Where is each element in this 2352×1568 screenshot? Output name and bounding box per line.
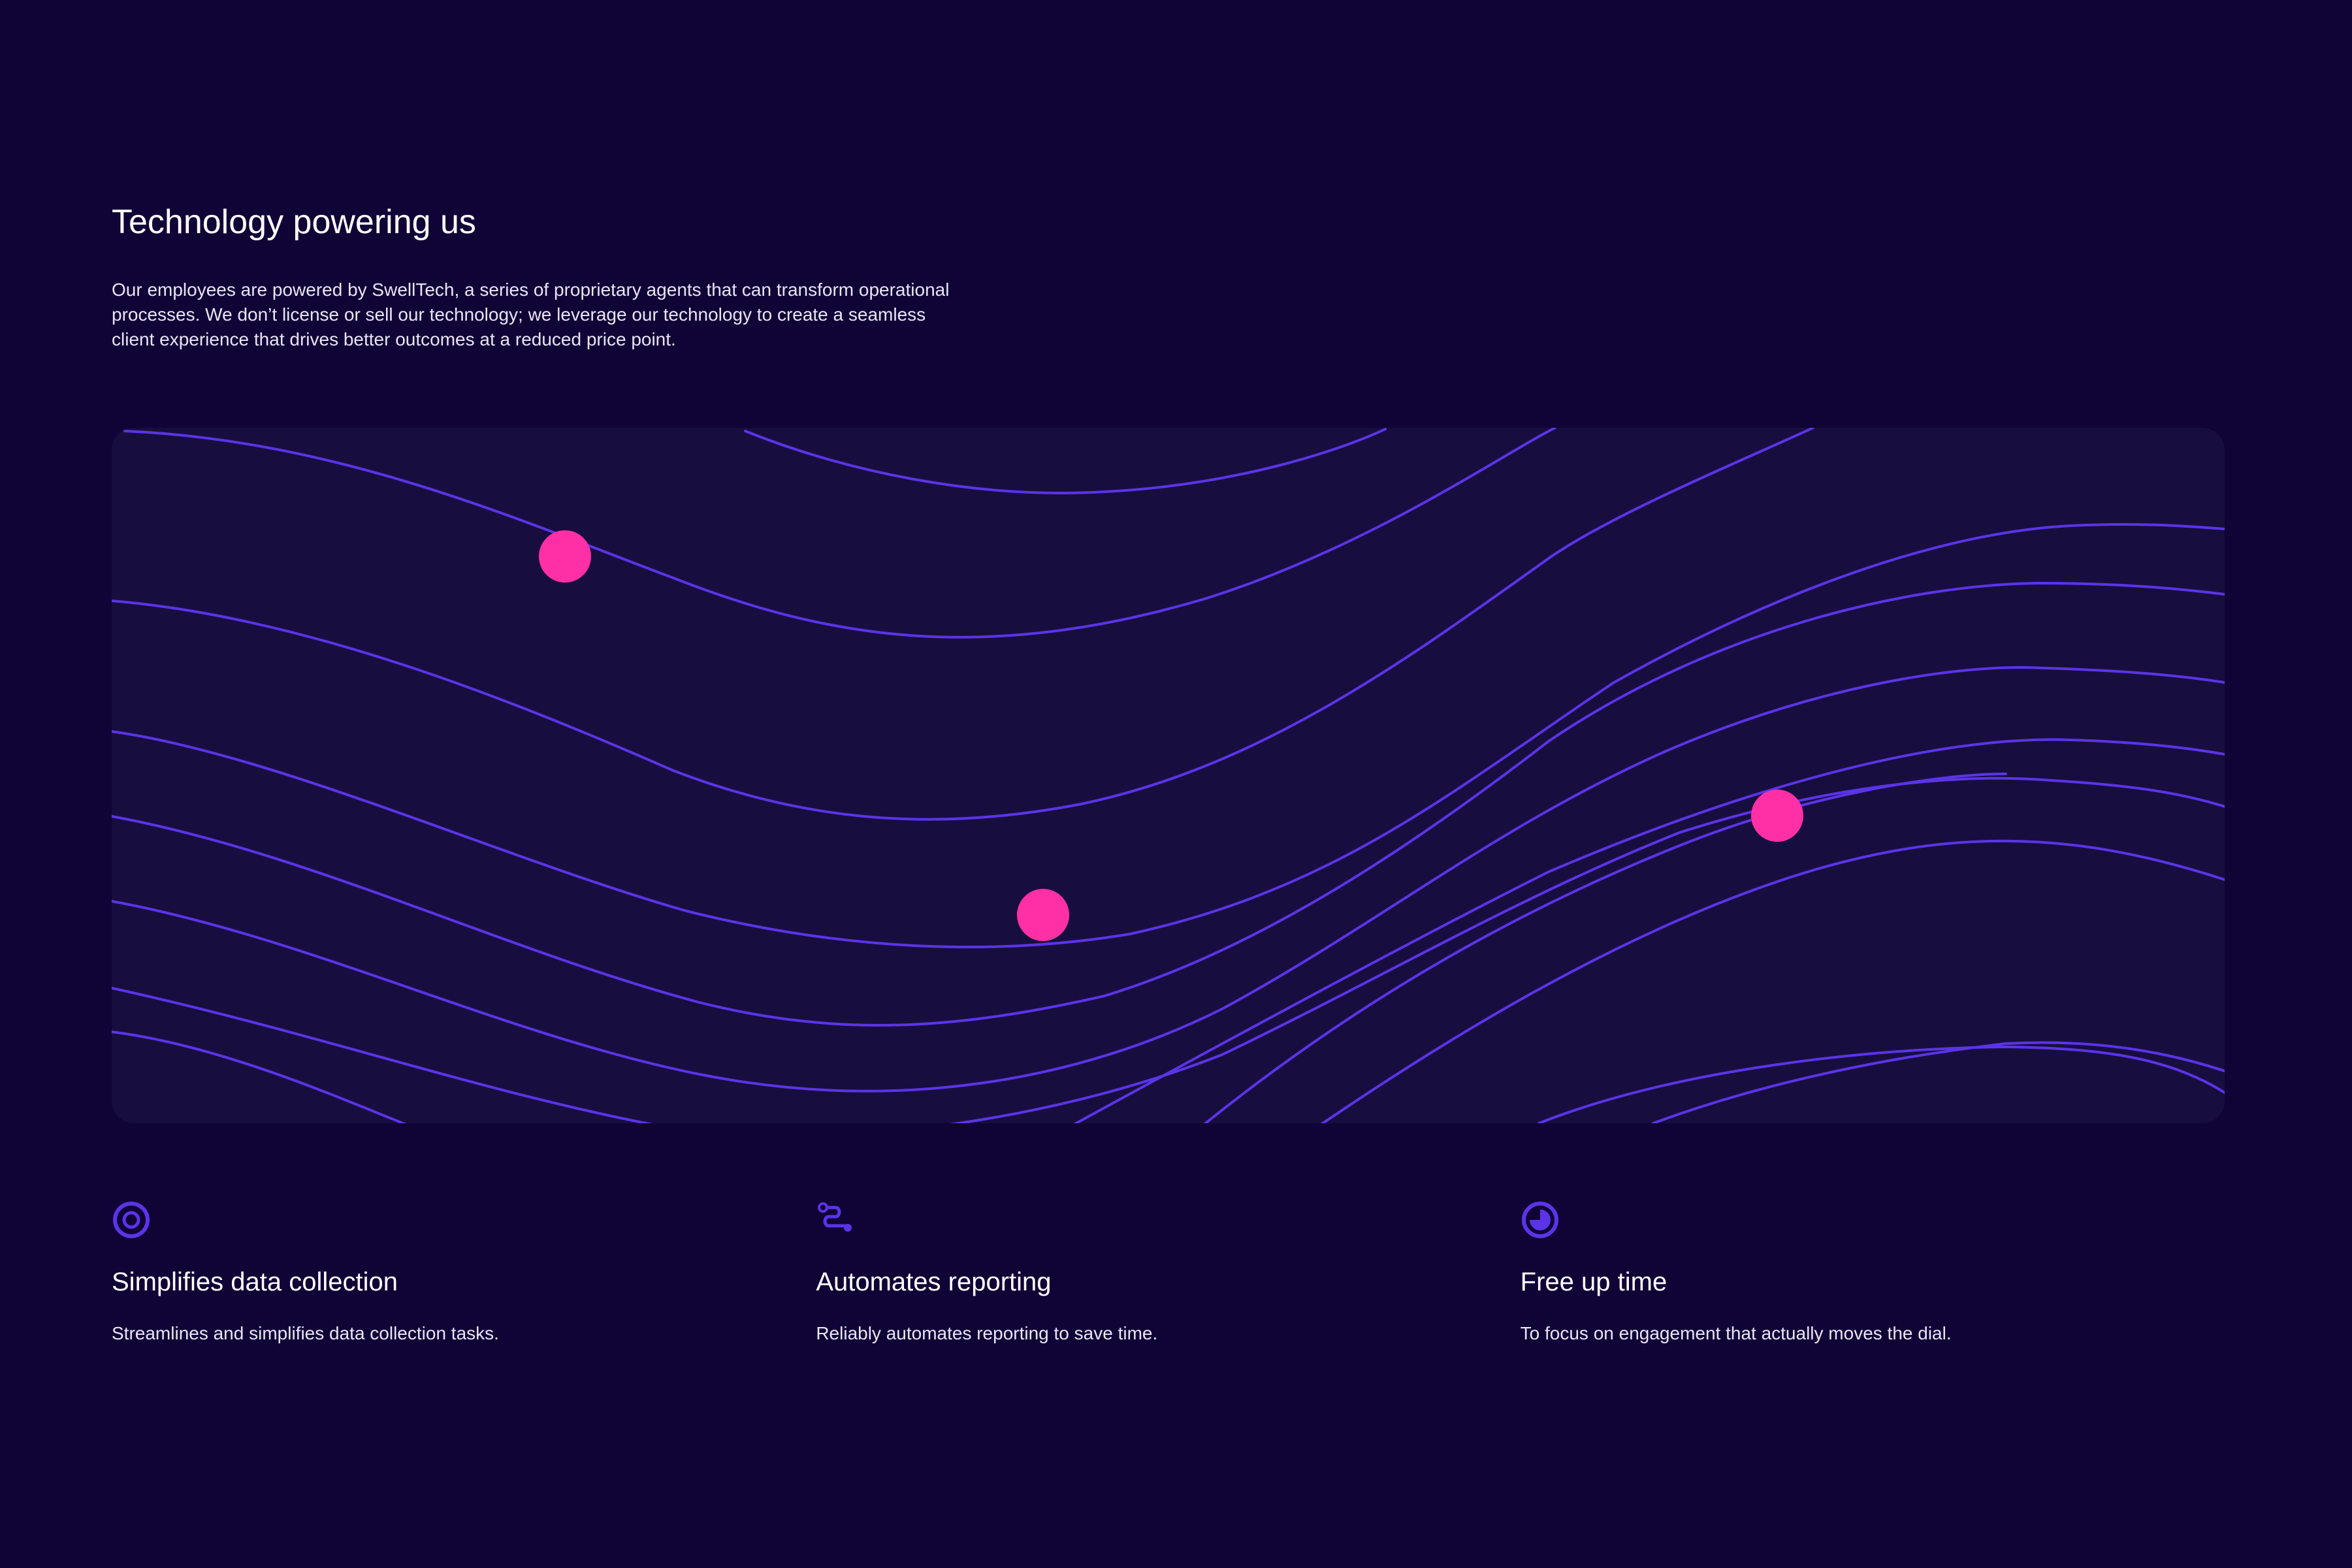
wave-line bbox=[1203, 773, 2007, 1123]
feature-title: Free up time bbox=[1520, 1268, 1667, 1296]
feature-list: Simplifies data collection Streamlines a… bbox=[112, 1200, 2225, 1345]
feature-data-collection: Simplifies data collection Streamlines a… bbox=[112, 1200, 816, 1345]
wave-illustration bbox=[112, 428, 2225, 1123]
target-icon bbox=[113, 1202, 150, 1238]
wave-line bbox=[1073, 738, 2225, 1123]
page-title: Technology powering us bbox=[112, 203, 476, 241]
wave-line bbox=[112, 581, 2225, 1027]
highlight-dot bbox=[1017, 889, 1069, 941]
wave-line bbox=[112, 1031, 407, 1123]
wave-line bbox=[112, 776, 2225, 1123]
feature-description: Streamlines and simplifies data collecti… bbox=[112, 1323, 499, 1343]
highlight-dot bbox=[539, 530, 591, 583]
highlight-dot bbox=[1751, 790, 1803, 842]
wave-line bbox=[744, 428, 1387, 494]
wave-line bbox=[112, 666, 2225, 1093]
feature-description: Reliably automates reporting to save tim… bbox=[816, 1323, 1158, 1343]
feature-title: Automates reporting bbox=[816, 1268, 1052, 1296]
feature-free-time: Free up time To focus on engagement that… bbox=[1521, 1200, 2225, 1345]
wave-line bbox=[123, 428, 1556, 639]
wave-line bbox=[1538, 1045, 2225, 1123]
wave-line bbox=[112, 428, 1814, 821]
feature-title: Simplifies data collection bbox=[112, 1268, 398, 1296]
route-icon bbox=[818, 1202, 852, 1232]
wave-line bbox=[1652, 1041, 2225, 1123]
feature-reporting: Automates reporting Reliably automates r… bbox=[816, 1200, 1520, 1345]
wave-line bbox=[1320, 839, 2225, 1123]
intro-paragraph: Our employees are powered by SwellTech, … bbox=[112, 280, 950, 349]
technology-section: Technology powering us Our employees are… bbox=[112, 196, 2225, 352]
feature-description: To focus on engagement that actually mov… bbox=[1520, 1323, 1952, 1343]
pie-clock-icon bbox=[1521, 1202, 1558, 1238]
wave-line bbox=[112, 522, 2225, 949]
wave-visual-panel bbox=[112, 428, 2225, 1123]
